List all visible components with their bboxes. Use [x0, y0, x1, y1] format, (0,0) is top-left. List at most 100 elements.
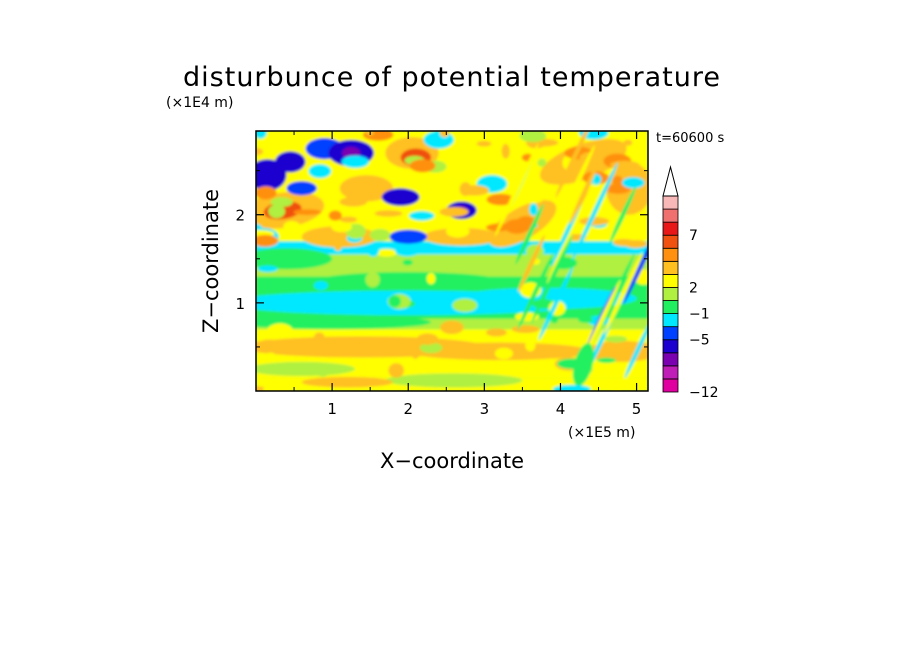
field-patch: [410, 343, 421, 359]
field-patch: [623, 223, 648, 305]
field-patch: [446, 225, 470, 238]
field-patch: [476, 140, 492, 147]
field-patch: [256, 186, 277, 200]
colorbar-swatch: [662, 339, 679, 354]
field-patch: [314, 332, 325, 342]
field-patch: [293, 209, 322, 215]
colorbar-extend-arrow: [662, 165, 679, 197]
field-patch: [426, 272, 436, 285]
field-patch: [313, 280, 328, 291]
field-patch: [572, 343, 594, 386]
field-patch: [569, 158, 601, 225]
field-patch: [315, 364, 330, 377]
field-patch: [339, 197, 368, 207]
plot-frame: [255, 130, 649, 392]
field-patch: [301, 376, 394, 388]
colorbar: −12−5−127: [662, 165, 719, 401]
colorbar-swatch: [662, 208, 679, 223]
field-patch: [459, 182, 472, 197]
field-patch: [385, 373, 523, 388]
heatmap-field: [256, 131, 648, 391]
field-patch: [256, 361, 355, 377]
field-patch: [263, 383, 290, 391]
colorbar-swatch: [662, 221, 679, 236]
field-patch: [623, 139, 633, 146]
field-patch: [604, 252, 643, 335]
field-patch: [409, 159, 436, 173]
colorbar-swatch: [662, 326, 679, 341]
colorbar-tick-label: −12: [689, 385, 719, 401]
field-patch: [621, 177, 645, 189]
field-patch: [439, 131, 450, 138]
y-axis-label: Z−coordinate: [199, 189, 223, 333]
field-patch: [256, 131, 267, 139]
x-scale-label: (×1E5 m): [568, 425, 635, 441]
field-patch: [605, 183, 631, 194]
colorbar-swatch: [662, 300, 679, 314]
field-patch: [529, 203, 538, 216]
field-patch: [611, 385, 623, 391]
field-patch: [531, 234, 573, 323]
colorbar-swatch: [662, 365, 679, 380]
field-patch: [579, 151, 604, 163]
field-patch: [610, 160, 640, 169]
field-patch: [283, 221, 301, 232]
colorbar-swatch: [662, 247, 679, 262]
field-patch: [504, 219, 529, 234]
field-patch: [519, 131, 547, 143]
x-tick-label: 3: [480, 400, 490, 418]
field-patch: [546, 182, 595, 284]
colorbar-swatch: [662, 260, 679, 275]
field-patch: [612, 238, 635, 247]
field-patch: [367, 243, 380, 257]
field-patch: [612, 175, 623, 187]
x-tick-label: 4: [556, 400, 566, 418]
field-patch: [388, 363, 404, 378]
field-patch: [275, 151, 306, 173]
field-patch: [331, 222, 352, 233]
field-patch: [494, 143, 539, 237]
field-patch: [341, 155, 370, 169]
field-patch: [501, 143, 510, 159]
field-patch: [300, 345, 310, 356]
field-patch: [452, 298, 478, 313]
y-tick-label: 1: [235, 295, 245, 313]
field-patch: [597, 357, 616, 363]
field-patch: [571, 162, 618, 262]
y-scale-label: (×1E4 m): [166, 95, 233, 111]
field-patch: [555, 131, 595, 198]
field-patch: [538, 266, 574, 341]
field-patch: [604, 335, 628, 343]
field-patch: [416, 333, 439, 345]
field-patch: [517, 253, 554, 330]
field-patch: [381, 188, 420, 206]
field-patch: [409, 211, 435, 221]
field-patch: [518, 235, 545, 292]
colorbar-swatch: [662, 313, 679, 328]
field-patch: [419, 342, 443, 354]
field-patch: [375, 248, 398, 257]
field-patch: [270, 197, 293, 208]
field-patch: [323, 230, 336, 246]
x-axis: 1 2 3 4 5: [293, 131, 641, 418]
field-patch: [308, 164, 332, 179]
field-patch: [578, 316, 593, 323]
field-patch: [579, 216, 610, 226]
colorbar-swatch: [662, 195, 679, 210]
field-patch: [486, 193, 515, 206]
field-patch: [286, 181, 317, 196]
field-patch: [389, 229, 428, 244]
field-patch: [554, 144, 596, 232]
field-patch: [511, 325, 540, 333]
field-patch: [328, 210, 342, 221]
field-patch: [256, 248, 333, 270]
colorbar-swatch: [662, 287, 679, 301]
field-patch: [539, 139, 627, 185]
field-patch: [613, 254, 625, 263]
y-axis: 12: [235, 170, 648, 348]
field-patch: [394, 245, 420, 257]
colorbar-tick-label: 2: [689, 280, 698, 296]
field-patch: [552, 384, 591, 391]
x-axis-label: X−coordinate: [380, 449, 524, 473]
